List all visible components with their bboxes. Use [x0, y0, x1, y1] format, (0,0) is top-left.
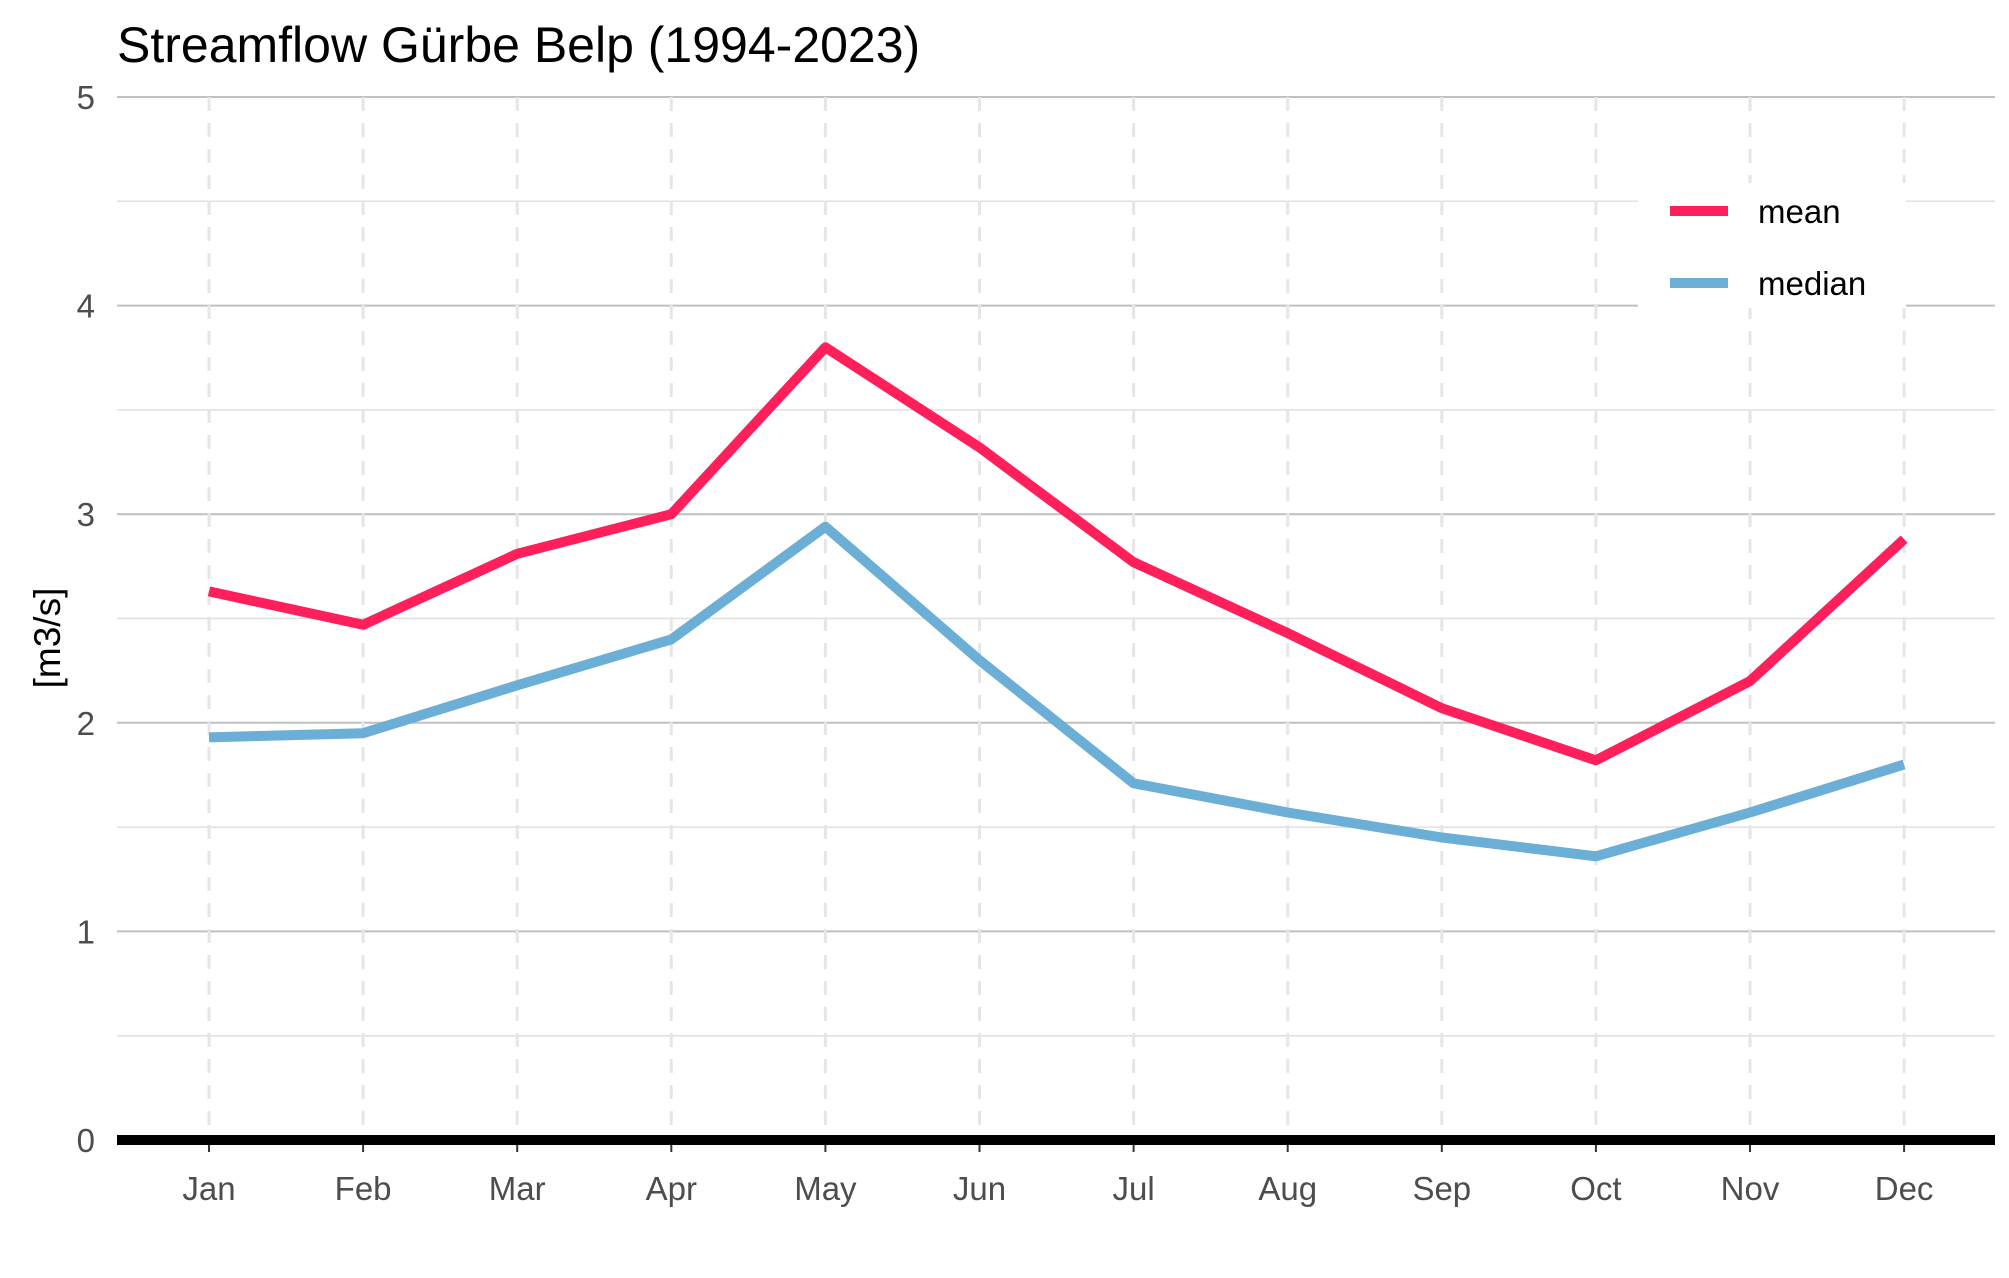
chart-title: Streamflow Gürbe Belp (1994-2023) [117, 17, 920, 73]
x-tick-label: Feb [335, 1170, 392, 1207]
x-tick-label: Oct [1570, 1170, 1621, 1207]
x-tick-label: Dec [1875, 1170, 1934, 1207]
x-tick-label: Jul [1113, 1170, 1155, 1207]
y-axis-tick-labels: 0 1 2 3 4 5 [77, 79, 95, 1159]
y-axis-label: [m3/s] [27, 588, 68, 689]
legend-label-median: median [1758, 265, 1866, 302]
x-tick-label: Aug [1258, 1170, 1317, 1207]
legend-label-mean: mean [1758, 193, 1841, 230]
x-axis-tick-labels: Jan Feb Mar Apr May Jun Jul Aug Sep Oct Nov Dec [182, 1140, 1933, 1207]
y-tick-label: 0 [77, 1122, 95, 1159]
y-tick-label: 2 [77, 705, 95, 742]
y-tick-label: 4 [77, 288, 95, 325]
grid [117, 96, 1995, 1140]
x-tick-label: Sep [1412, 1170, 1471, 1207]
legend: mean median [1638, 183, 1906, 308]
x-tick-label: Nov [1721, 1170, 1780, 1207]
series-line-median [208, 521, 1906, 862]
series-lines [207, 342, 1908, 862]
x-tick-label: Jun [953, 1170, 1006, 1207]
x-tick-label: May [794, 1170, 857, 1207]
x-tick-label: Apr [646, 1170, 697, 1207]
series-line-mean [207, 342, 1908, 766]
y-tick-label: 5 [77, 79, 95, 116]
x-tick-label: Jan [182, 1170, 235, 1207]
y-tick-label: 3 [77, 496, 95, 533]
x-tick-label: Mar [489, 1170, 546, 1207]
y-tick-label: 1 [77, 913, 95, 950]
